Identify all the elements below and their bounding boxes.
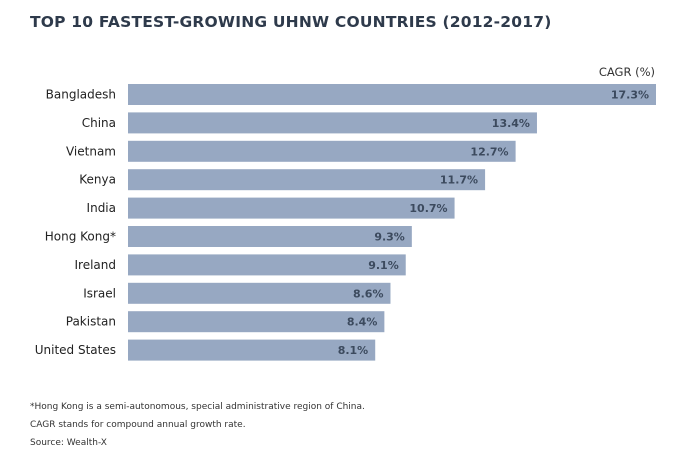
bar-9 — [128, 339, 376, 361]
bar-6 — [128, 254, 406, 276]
data-label: 9.1% — [368, 259, 399, 272]
bar-3 — [128, 169, 486, 191]
category-label: Ireland — [74, 258, 116, 272]
data-label: 8.1% — [338, 344, 369, 357]
data-label: 12.7% — [470, 145, 508, 158]
footnote: *Hong Kong is a semi-autonomous, special… — [30, 402, 365, 412]
data-label: 10.7% — [409, 202, 447, 215]
data-label: 11.7% — [440, 174, 478, 187]
bar-0 — [128, 84, 656, 105]
bar-2 — [128, 140, 516, 162]
data-label: 13.4% — [492, 117, 530, 130]
category-label: Vietnam — [66, 144, 116, 158]
data-label: 8.6% — [353, 287, 384, 300]
category-label: Pakistan — [66, 315, 116, 329]
value-axis-label: CAGR (%) — [598, 65, 655, 79]
category-label: India — [87, 201, 116, 215]
data-label: 8.4% — [347, 316, 378, 329]
chart-title: TOP 10 FASTEST-GROWING UHNW COUNTRIES (2… — [30, 13, 552, 31]
category-label: Israel — [83, 286, 116, 300]
category-label: Kenya — [79, 173, 116, 187]
source-note: Source: Wealth-X — [30, 438, 107, 448]
data-label: 9.3% — [374, 231, 405, 244]
data-label: 17.3% — [611, 89, 649, 102]
bar-8 — [128, 311, 385, 333]
category-label: Hong Kong* — [45, 230, 116, 244]
category-label: United States — [35, 343, 116, 357]
cagr-note: CAGR stands for compound annual growth r… — [30, 420, 246, 430]
bar-4 — [128, 197, 455, 219]
category-label: Bangladesh — [46, 88, 116, 102]
bar-5 — [128, 226, 412, 247]
category-label: China — [82, 116, 116, 130]
bar-1 — [128, 112, 537, 134]
bar-7 — [128, 282, 391, 304]
